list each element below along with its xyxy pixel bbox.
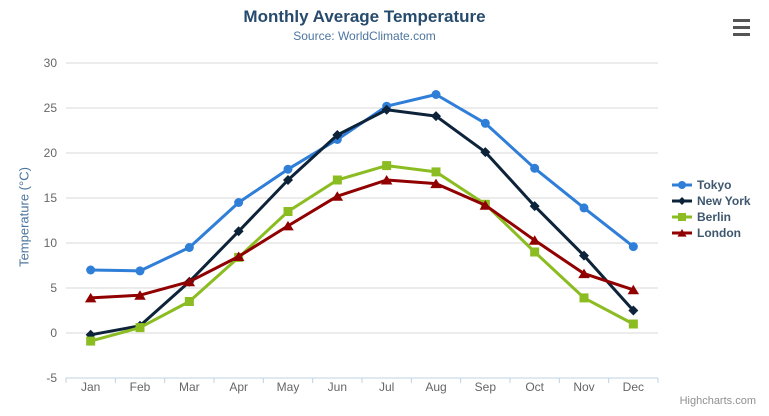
triangle-marker[interactable] bbox=[183, 276, 196, 287]
square-marker[interactable] bbox=[382, 161, 392, 171]
x-axis-label: Feb bbox=[130, 380, 151, 394]
chart-title: Monthly Average Temperature bbox=[243, 7, 486, 26]
x-axis-label: Oct bbox=[525, 380, 544, 394]
hamburger-icon bbox=[732, 18, 750, 22]
diamond-marker[interactable] bbox=[628, 305, 639, 316]
triangle-marker[interactable] bbox=[380, 175, 393, 185]
series-line-berlin bbox=[89, 164, 635, 343]
circle-marker bbox=[678, 181, 686, 189]
square-marker[interactable] bbox=[628, 319, 638, 329]
square-marker[interactable] bbox=[579, 293, 589, 303]
legend-marker-berlin bbox=[672, 213, 692, 221]
square-marker[interactable] bbox=[431, 167, 441, 177]
y-axis-label: 10 bbox=[44, 236, 58, 250]
x-axis-label: Aug bbox=[425, 380, 446, 394]
legend-item-tokyo[interactable]: Tokyo bbox=[672, 177, 751, 193]
legend-item-berlin[interactable]: Berlin bbox=[672, 209, 751, 225]
circle-marker[interactable] bbox=[86, 265, 96, 275]
y-axis-label: 5 bbox=[50, 281, 57, 295]
triangle-marker[interactable] bbox=[479, 200, 492, 210]
triangle-marker[interactable] bbox=[578, 268, 590, 279]
diamond-marker[interactable] bbox=[233, 226, 244, 237]
circle-marker[interactable] bbox=[431, 90, 441, 99]
credits-link[interactable]: Highcharts.com bbox=[679, 395, 756, 407]
triangle-marker[interactable] bbox=[282, 220, 294, 231]
legend-label: New York bbox=[697, 194, 751, 208]
legend-marker-london bbox=[672, 229, 692, 237]
diamond-marker[interactable] bbox=[529, 201, 540, 212]
square-marker bbox=[678, 213, 686, 221]
circle-marker[interactable] bbox=[184, 243, 194, 252]
x-axis-label: Jun bbox=[328, 380, 347, 394]
triangle-marker[interactable] bbox=[430, 178, 442, 189]
context-menu-button[interactable] bbox=[727, 15, 755, 39]
triangle-marker[interactable] bbox=[331, 191, 344, 201]
triangle-marker[interactable] bbox=[84, 292, 97, 303]
x-axis-label: Apr bbox=[229, 380, 248, 394]
triangle-marker[interactable] bbox=[528, 235, 541, 245]
triangle-marker bbox=[677, 229, 687, 237]
diamond-marker[interactable] bbox=[480, 147, 491, 158]
legend-marker-new-york bbox=[672, 197, 692, 205]
x-axis-label: Mar bbox=[179, 380, 200, 394]
legend-item-london[interactable]: London bbox=[672, 225, 751, 241]
triangle-marker[interactable] bbox=[232, 251, 245, 262]
circle-marker[interactable] bbox=[283, 164, 293, 174]
x-axis-label: May bbox=[277, 380, 300, 394]
triangle-marker[interactable] bbox=[627, 284, 640, 295]
y-axis-label: 0 bbox=[50, 326, 57, 340]
chart-subtitle: Source: WorldClimate.com bbox=[293, 29, 436, 43]
circle-marker[interactable] bbox=[480, 118, 490, 128]
circle-marker[interactable] bbox=[530, 163, 540, 173]
x-axis-label: Sep bbox=[475, 380, 497, 394]
legend-label: Tokyo bbox=[697, 178, 732, 192]
diamond-marker[interactable] bbox=[283, 175, 293, 185]
x-axis-label: Jan bbox=[81, 380, 100, 394]
circle-marker[interactable] bbox=[135, 266, 145, 276]
square-marker[interactable] bbox=[86, 336, 96, 346]
y-axis-label: 25 bbox=[44, 101, 58, 115]
diamond-marker[interactable] bbox=[431, 111, 441, 122]
y-axis-label: 30 bbox=[44, 56, 58, 70]
square-marker[interactable] bbox=[332, 175, 342, 185]
series-line-london bbox=[89, 178, 635, 300]
legend-label: Berlin bbox=[697, 210, 732, 224]
diamond-marker bbox=[678, 197, 686, 205]
legend: Tokyo New York Berlin London bbox=[672, 177, 751, 241]
legend-marker-tokyo bbox=[672, 181, 692, 189]
y-axis-label: 20 bbox=[44, 146, 58, 160]
x-axis-label: Jul bbox=[379, 380, 394, 394]
diamond-marker[interactable] bbox=[579, 250, 589, 261]
circle-marker[interactable] bbox=[234, 198, 244, 207]
series-line-new-york bbox=[89, 108, 635, 337]
diamond-marker[interactable] bbox=[332, 130, 343, 140]
legend-item-new-york[interactable]: New York bbox=[672, 193, 751, 209]
x-axis-label: Dec bbox=[623, 380, 644, 394]
square-marker[interactable] bbox=[135, 323, 145, 333]
diamond-marker[interactable] bbox=[381, 104, 392, 115]
x-axis-label: Nov bbox=[573, 380, 594, 394]
triangle-marker[interactable] bbox=[134, 290, 146, 300]
legend-label: London bbox=[697, 226, 741, 240]
square-marker[interactable] bbox=[283, 207, 293, 216]
circle-marker[interactable] bbox=[579, 203, 589, 213]
circle-marker[interactable] bbox=[628, 242, 638, 252]
y-axis-label: -5 bbox=[46, 371, 57, 385]
square-marker[interactable] bbox=[530, 247, 540, 257]
square-marker[interactable] bbox=[184, 297, 194, 306]
y-axis-label: 15 bbox=[44, 191, 58, 205]
